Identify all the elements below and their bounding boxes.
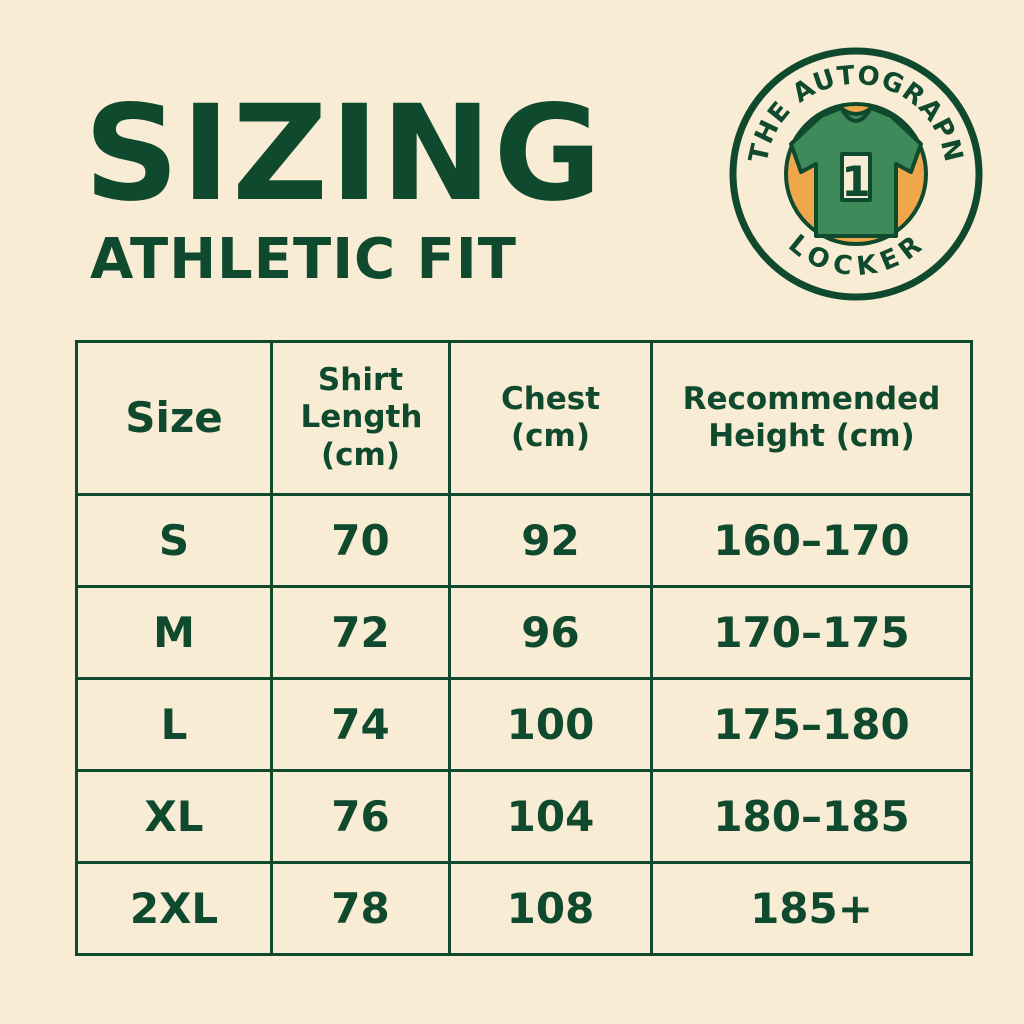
cell-recommended-height: 170–175 [650,585,973,680]
table-row: M 72 96 170–175 [75,585,973,680]
size-chart-table: Size Shirt Length (cm) Chest (cm) Recomm… [75,340,973,956]
cell-size: M [75,585,273,680]
cell-shirt-length: 72 [270,585,451,680]
cell-size: L [75,677,273,772]
cell-shirt-length: 78 [270,861,451,956]
table-row: S 70 92 160–170 [75,493,973,588]
cell-recommended-height: 185+ [650,861,973,956]
page-title: SIZING [84,77,604,231]
cell-shirt-length: 74 [270,677,451,772]
cell-chest: 96 [448,585,653,680]
cell-chest: 100 [448,677,653,772]
cell-chest: 104 [448,769,653,864]
cell-recommended-height: 175–180 [650,677,973,772]
header-size: Size [75,340,273,496]
table-row: 2XL 78 108 185+ [75,861,973,956]
cell-size: S [75,493,273,588]
cell-shirt-length: 70 [270,493,451,588]
cell-shirt-length: 76 [270,769,451,864]
table-header-row: Size Shirt Length (cm) Chest (cm) Recomm… [75,340,973,496]
cell-size: 2XL [75,861,273,956]
header-chest: Chest (cm) [448,340,653,496]
header-shirt-length: Shirt Length (cm) [270,340,451,496]
table-row: L 74 100 175–180 [75,677,973,772]
svg-text:1: 1 [841,157,870,206]
cell-chest: 108 [448,861,653,956]
jersey-icon: 1 [789,106,923,238]
cell-size: XL [75,769,273,864]
cell-recommended-height: 180–185 [650,769,973,864]
brand-logo: 1 THE AUTOGRAPN LOCKER [729,47,983,301]
cell-chest: 92 [448,493,653,588]
header-recommended-height: Recommended Height (cm) [650,340,973,496]
table-row: XL 76 104 180–185 [75,769,973,864]
page-subtitle: ATHLETIC FIT [90,227,517,292]
cell-recommended-height: 160–170 [650,493,973,588]
